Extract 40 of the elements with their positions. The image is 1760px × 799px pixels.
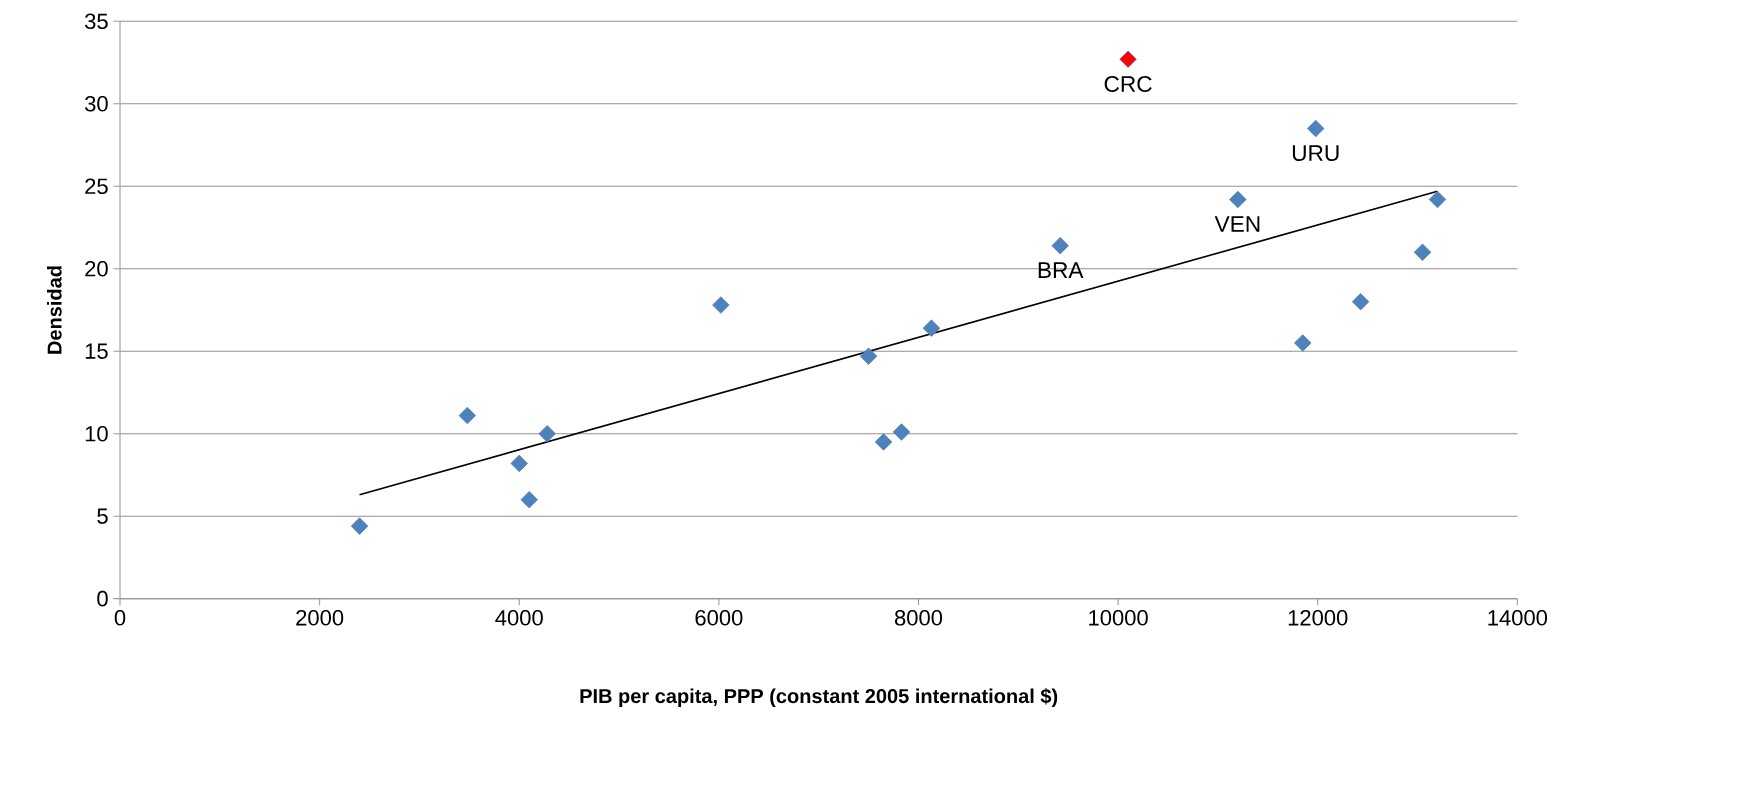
x-tick-label: 2000 [296,610,344,626]
annotation: VEN [1214,216,1260,232]
point [1351,293,1370,311]
point [922,319,941,338]
y-tick-label: 10 [85,426,108,442]
y-axis-title: Densidad [46,266,62,354]
point [1119,50,1137,69]
point [538,425,556,443]
point [874,433,893,451]
x-tick-label: 10000 [1089,610,1148,626]
y-tick-label: 35 [84,13,108,30]
point [510,454,528,473]
point [1428,190,1447,209]
x-tick-label: 4000 [495,610,543,626]
point [1229,190,1247,209]
y-tick-label: 0 [97,591,108,607]
y-tick-label: 5 [97,508,108,525]
y-tick-label: 20 [85,261,108,277]
point [859,347,878,366]
annotation: CRC [1104,76,1152,93]
y-tick-label: 30 [84,96,108,112]
point [892,423,911,441]
annotation: URU [1292,145,1339,162]
annotation: BRA [1038,262,1084,279]
y-tick-label: 15 [85,343,108,360]
x-tick-label: 0 [114,610,126,626]
point [520,491,538,509]
point [1413,243,1432,262]
point [350,517,369,535]
x-axis-title: PIB per capita, PPP (constant 2005 international $) [580,688,1058,708]
point [1294,334,1312,352]
y-tick-label: 25 [85,178,108,195]
point [1051,237,1069,255]
point [712,296,730,314]
point [458,407,477,425]
x-tick-label: 8000 [894,610,943,626]
x-tick-label: 14000 [1488,610,1548,626]
x-tick-label: 12000 [1288,610,1348,626]
x-tick-label: 6000 [695,610,743,626]
point [1307,120,1325,138]
